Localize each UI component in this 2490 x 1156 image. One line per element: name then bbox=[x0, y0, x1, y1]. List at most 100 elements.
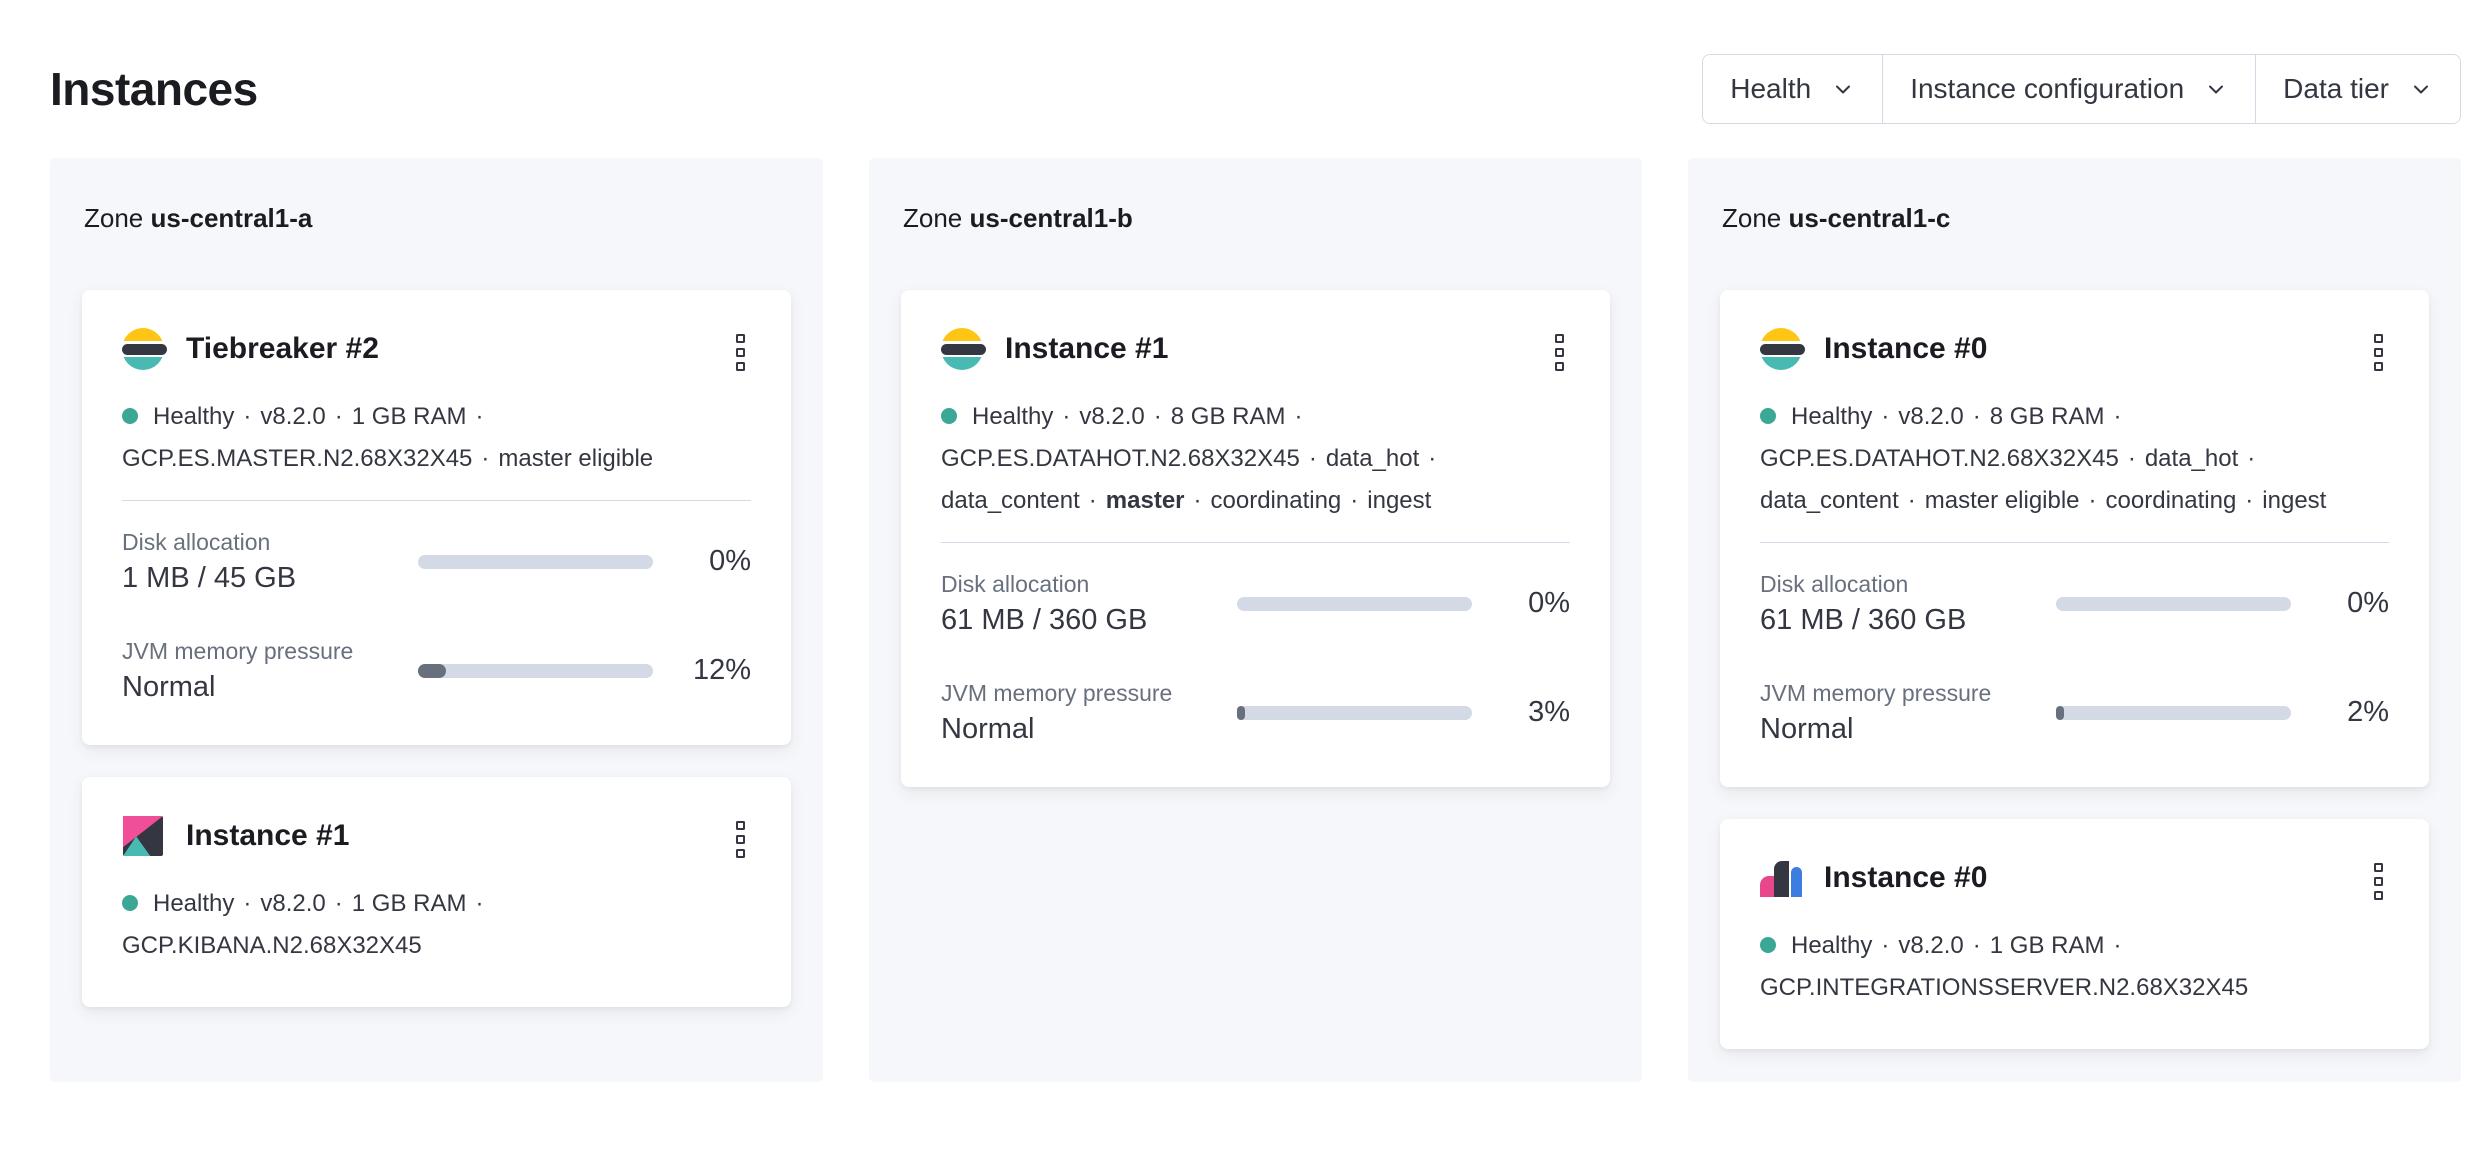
meta-segment: GCP.INTEGRATIONSSERVER.N2.68X32X45 bbox=[1760, 974, 2249, 1001]
card-divider bbox=[122, 500, 751, 501]
meter-fill bbox=[418, 663, 447, 678]
instance-meta: Healthy · v8.2.0 · 8 GB RAM · GCP.ES.DATAHOT.N… bbox=[1760, 396, 2389, 522]
meta-segment: Healthy bbox=[972, 403, 1054, 430]
separator-dot: · bbox=[1153, 403, 1162, 430]
meta-line: Healthy · v8.2.0 · 1 GB RAM · bbox=[122, 396, 751, 438]
meta-segment: GCP.ES.MASTER.N2.68X32X45 bbox=[122, 445, 473, 472]
meta-segment: GCP.ES.DATAHOT.N2.68X32X45 bbox=[1760, 445, 2119, 472]
chevron-down-icon bbox=[1831, 77, 1855, 101]
meta-segment: Healthy bbox=[1791, 403, 1873, 430]
separator-dot: · bbox=[334, 890, 343, 917]
separator-dot: · bbox=[475, 403, 484, 430]
zone-label: Zone us-central1-c bbox=[1722, 200, 2429, 236]
separator-dot: · bbox=[243, 403, 252, 430]
instance-card-header: Tiebreaker #2 bbox=[122, 326, 751, 372]
zone-word: Zone bbox=[1722, 203, 1789, 233]
meter-label: Disk allocation bbox=[941, 571, 1090, 597]
meta-segment: 1 GB RAM bbox=[351, 403, 467, 430]
instance-title: Instance #1 bbox=[1005, 332, 1169, 365]
zone-name: us-central1-a bbox=[150, 203, 313, 233]
separator-dot: · bbox=[1088, 487, 1097, 514]
instance-card: Instance #0 Healthy · v8.2.0 · 1 GB RAM · GCP.… bbox=[1720, 819, 2429, 1049]
filter-health-label: Health bbox=[1730, 73, 1812, 104]
instance-actions-menu-button[interactable] bbox=[730, 326, 751, 379]
kibana-icon bbox=[122, 815, 164, 857]
instance-title: Instance #1 bbox=[186, 819, 350, 852]
instance-actions-menu-button[interactable] bbox=[1549, 326, 1570, 379]
meta-line: GCP.KIBANA.N2.68X32X45 bbox=[122, 925, 751, 967]
meta-segment: v8.2.0 bbox=[260, 890, 326, 917]
zone-label: Zone us-central1-b bbox=[903, 200, 1610, 236]
meter-bar bbox=[1237, 596, 1472, 611]
meta-segment: ingest bbox=[2262, 487, 2327, 514]
filter-data-tier-label: Data tier bbox=[2283, 73, 2389, 104]
meta-segment: master bbox=[1105, 487, 1185, 514]
meter-label: JVM memory pressure bbox=[122, 638, 354, 664]
meta-line: Healthy · v8.2.0 · 1 GB RAM · bbox=[122, 883, 751, 925]
zone-panel: Zone us-central1-b Instance #1 Healthy · v… bbox=[869, 158, 1642, 1082]
instance-card: Instance #1 Healthy · v8.2.0 · 1 GB RAM · GCP.… bbox=[82, 777, 791, 1007]
meta-segment: GCP.ES.DATAHOT.N2.68X32X45 bbox=[941, 445, 1300, 472]
instance-card-header: Instance #1 bbox=[941, 326, 1570, 372]
separator-dot: · bbox=[2088, 487, 2097, 514]
separator-dot: · bbox=[1193, 487, 1202, 514]
instance-card-header: Instance #0 bbox=[1760, 855, 2389, 901]
zone-word: Zone bbox=[84, 203, 151, 233]
separator-dot: · bbox=[1907, 487, 1916, 514]
meter-percent: 2% bbox=[2347, 696, 2389, 728]
meta-segment: 1 GB RAM bbox=[1989, 932, 2105, 959]
zone-panel: Zone us-central1-c Instance #0 Healthy · v… bbox=[1688, 158, 2461, 1082]
meter-label: Disk allocation bbox=[1760, 571, 1909, 597]
zones-grid: Zone us-central1-a Tiebreaker #2 Healthy… bbox=[50, 158, 2461, 1082]
meter-row: JVM memory pressure Normal 12% bbox=[122, 636, 751, 705]
instance-meters: Disk allocation 61 MB / 360 GB 0% JVM me… bbox=[1760, 569, 2389, 747]
separator-dot: · bbox=[243, 890, 252, 917]
instance-meta: Healthy · v8.2.0 · 8 GB RAM · GCP.ES.DATAHOT.N… bbox=[941, 396, 1570, 522]
meta-segment: 8 GB RAM bbox=[1989, 403, 2105, 430]
meter-bar bbox=[2056, 596, 2291, 611]
meter-fill bbox=[1237, 705, 1245, 720]
meter-bar bbox=[2056, 705, 2291, 720]
meta-line: data_content · master eligible · coordinatin… bbox=[1760, 480, 2389, 522]
meta-segment: data_content bbox=[1760, 487, 1899, 514]
meta-segment: master eligible bbox=[498, 445, 654, 472]
instance-actions-menu-button[interactable] bbox=[2368, 326, 2389, 379]
separator-dot: · bbox=[1350, 487, 1359, 514]
chevron-down-icon bbox=[2204, 77, 2228, 101]
meta-segment: v8.2.0 bbox=[1898, 932, 1964, 959]
filter-data-tier-dropdown[interactable]: Data tier bbox=[2255, 55, 2460, 123]
instance-actions-menu-button[interactable] bbox=[2368, 855, 2389, 908]
instance-meta: Healthy · v8.2.0 · 1 GB RAM · GCP.INTEGRATIONS… bbox=[1760, 925, 2389, 1009]
health-status-dot bbox=[122, 895, 138, 911]
instance-meta: Healthy · v8.2.0 · 1 GB RAM · GCP.KIBANA.N2.68… bbox=[122, 883, 751, 967]
meter-percent: 3% bbox=[1528, 696, 1570, 728]
meter-row: Disk allocation 1 MB / 45 GB 0% bbox=[122, 527, 751, 596]
meta-segment: data_content bbox=[941, 487, 1080, 514]
meter-row: JVM memory pressure Normal 3% bbox=[941, 678, 1570, 747]
separator-dot: · bbox=[2127, 445, 2136, 472]
zone-name: us-central1-b bbox=[969, 203, 1133, 233]
meter-fill bbox=[2056, 705, 2064, 720]
card-divider bbox=[941, 542, 1570, 543]
boxes-vertical-icon bbox=[736, 821, 745, 830]
meter-label: JVM memory pressure bbox=[1760, 680, 1992, 706]
filter-instance-configuration-label: Instance configuration bbox=[1910, 73, 2185, 104]
health-status-dot bbox=[941, 408, 957, 424]
separator-dot: · bbox=[1881, 403, 1890, 430]
integrations-server-icon bbox=[1760, 857, 1802, 899]
instance-title: Instance #0 bbox=[1824, 861, 1988, 894]
instance-actions-menu-button[interactable] bbox=[730, 813, 751, 866]
meta-segment: data_hot bbox=[2144, 445, 2239, 472]
separator-dot: · bbox=[334, 403, 343, 430]
filter-health-dropdown[interactable]: Health bbox=[1703, 55, 1883, 123]
instance-card-header: Instance #1 bbox=[122, 813, 751, 859]
meta-segment: GCP.KIBANA.N2.68X32X45 bbox=[122, 932, 422, 959]
elasticsearch-icon bbox=[941, 328, 986, 370]
separator-dot: · bbox=[1428, 445, 1437, 472]
filter-instance-configuration-dropdown[interactable]: Instance configuration bbox=[1882, 55, 2256, 123]
boxes-vertical-icon bbox=[1555, 334, 1564, 343]
boxes-vertical-icon bbox=[736, 334, 745, 343]
elasticsearch-icon bbox=[1760, 328, 1805, 370]
separator-dot: · bbox=[1972, 932, 1981, 959]
instance-meters: Disk allocation 1 MB / 45 GB 0% JVM memo… bbox=[122, 527, 751, 705]
